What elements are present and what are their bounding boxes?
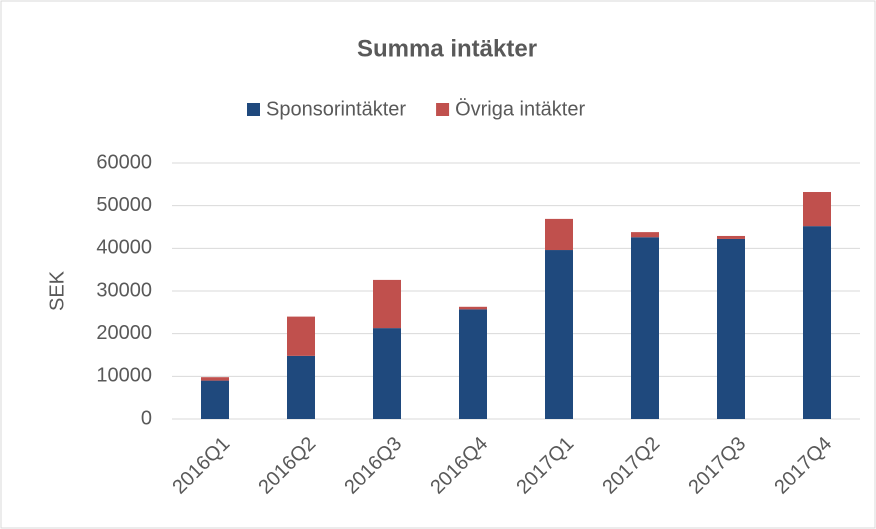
- y-tick-label: 60000: [96, 151, 152, 173]
- bar-segment: [631, 237, 659, 419]
- y-tick-label: 30000: [96, 279, 152, 301]
- bar-segment: [717, 238, 745, 419]
- bar-segment: [803, 226, 831, 419]
- bar-segment: [717, 235, 745, 239]
- legend-swatch: [247, 103, 260, 116]
- bar-segment: [459, 306, 487, 310]
- bar-segment: [373, 328, 401, 419]
- y-tick-label: 40000: [96, 237, 152, 259]
- bar-segment: [459, 309, 487, 419]
- y-tick-label: 50000: [96, 194, 152, 216]
- bar-segment: [287, 316, 315, 356]
- legend-swatch: [436, 103, 450, 116]
- y-tick-label: 20000: [96, 322, 152, 344]
- bar-segment: [287, 355, 315, 419]
- bar-segment: [201, 380, 229, 419]
- legend-label: Sponsorintäkter: [266, 98, 406, 120]
- y-axis-label: SEK: [46, 270, 68, 311]
- y-tick-label: 0: [141, 407, 152, 429]
- y-tick-label: 10000: [96, 365, 152, 387]
- bar-segment: [631, 232, 659, 238]
- bar-segment: [545, 250, 573, 419]
- chart-title: Summa intäkter: [357, 35, 537, 62]
- bar-segment: [803, 192, 831, 227]
- bar-segment: [201, 377, 229, 381]
- legend-label: Övriga intäkter: [455, 98, 585, 120]
- bar-segment: [373, 279, 401, 329]
- bar-segment: [545, 218, 573, 251]
